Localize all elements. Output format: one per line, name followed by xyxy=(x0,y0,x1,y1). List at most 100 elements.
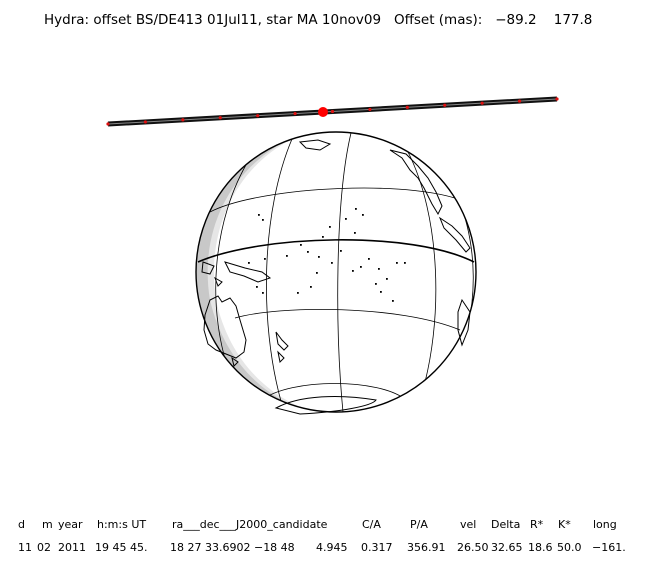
shadow-track xyxy=(106,96,559,127)
value-pa: 356.91 xyxy=(407,541,446,554)
col-header-time: h:m:s UT xyxy=(97,518,147,531)
value-vel: 26.50 xyxy=(457,541,489,554)
occultation-map xyxy=(106,96,559,415)
meridian-3 xyxy=(407,151,437,401)
indonesia-outline xyxy=(201,261,223,287)
value-coords: 18 27 33.6902 −18 48 xyxy=(170,541,295,554)
island-dot xyxy=(322,236,324,238)
equator-line xyxy=(197,239,475,263)
value-time: 19 45 45. xyxy=(95,541,148,554)
new-zealand-outline xyxy=(275,331,289,364)
star-ref: MA 10nov09 xyxy=(296,12,382,28)
col-header-coords: ra___dec___J2000_candidate xyxy=(172,518,328,531)
island-dot xyxy=(256,286,258,288)
island-dot xyxy=(307,251,309,253)
track-dot xyxy=(218,116,222,120)
ephemeris: BS/DE413 xyxy=(135,12,203,28)
island-dot xyxy=(386,278,388,280)
globe-disk xyxy=(196,132,476,412)
value-ca: 0.317 xyxy=(361,541,393,554)
island-dot xyxy=(404,262,406,264)
island-dot xyxy=(375,283,377,285)
island-dot xyxy=(310,286,312,288)
col-header-vel: vel xyxy=(460,518,477,531)
col-header-delta: Delta xyxy=(491,518,521,531)
island-dot xyxy=(340,250,342,252)
header-line: Hydra: offset BS/DE413 01Jul11, star MA … xyxy=(44,12,592,28)
col-header-rstar: R* xyxy=(530,518,544,531)
island-dot xyxy=(262,219,264,221)
island-dot xyxy=(316,272,318,274)
col-header-month: m xyxy=(42,518,53,531)
tasmania-outline xyxy=(231,356,239,367)
north-america-coast xyxy=(389,149,443,216)
value-kstar: 50.0 xyxy=(557,541,582,554)
col-header-kstar: K* xyxy=(558,518,571,531)
island-dot xyxy=(248,262,250,264)
value-magnitude: 4.945 xyxy=(316,541,348,554)
graticule xyxy=(209,132,474,412)
value-month: 02 xyxy=(37,541,51,554)
track-dot xyxy=(181,118,185,122)
track-dot xyxy=(368,107,372,112)
island-dot xyxy=(262,292,264,294)
island-dot xyxy=(286,255,288,257)
meridian-2 xyxy=(266,138,293,406)
island-dot xyxy=(318,256,320,258)
island-dot xyxy=(258,214,260,216)
track-dot xyxy=(555,97,559,101)
arctic-coast xyxy=(298,139,332,151)
parallel-3 xyxy=(261,383,407,401)
col-header-day: d xyxy=(18,518,25,531)
meridian-1 xyxy=(337,132,352,412)
event-date: 01Jul11, xyxy=(207,12,262,28)
island-dot xyxy=(378,268,380,270)
globe xyxy=(195,131,477,415)
value-day: 11 xyxy=(18,541,32,554)
offset-y-value: 177.8 xyxy=(553,12,593,28)
value-rstar: 18.6 xyxy=(528,541,553,554)
globe-outline xyxy=(195,131,477,413)
offset-label: offset xyxy=(93,12,132,28)
track-dot xyxy=(106,122,110,126)
event-point xyxy=(318,107,328,117)
col-header-pa: P/A xyxy=(410,518,428,531)
island-dot xyxy=(396,262,398,264)
island-dot xyxy=(368,258,370,260)
track-dots xyxy=(106,97,559,126)
track-dot xyxy=(293,111,297,116)
track-dot xyxy=(143,120,148,124)
parallel-1 xyxy=(209,187,471,213)
col-header-long: long xyxy=(593,518,617,531)
island-dot xyxy=(392,300,394,302)
island-dot xyxy=(345,218,347,220)
parallel-2 xyxy=(234,309,461,331)
australia-outline xyxy=(203,295,247,359)
island-dot xyxy=(360,266,362,268)
island-dots xyxy=(248,208,406,302)
track-dot xyxy=(517,99,522,103)
central-america-coast xyxy=(438,216,471,253)
value-year: 2011 xyxy=(58,541,86,554)
col-header-ca: C/A xyxy=(362,518,381,531)
island-dot xyxy=(354,232,356,234)
track-dot xyxy=(480,101,484,105)
island-dot xyxy=(264,258,266,260)
star-label: star xyxy=(266,12,293,28)
offset-x-value: −89.2 xyxy=(495,12,537,28)
track-dot xyxy=(443,103,447,107)
island-dot xyxy=(297,292,299,294)
col-header-year: year xyxy=(58,518,83,531)
object-name: Hydra: xyxy=(44,12,90,28)
island-dot xyxy=(300,244,302,246)
offset-mas-label: Offset (mas): xyxy=(393,12,483,28)
track-dot xyxy=(256,114,260,118)
island-dot xyxy=(355,208,357,210)
island-dot xyxy=(352,270,354,272)
new-guinea-outline xyxy=(224,261,272,283)
island-dot xyxy=(329,226,331,228)
island-dot xyxy=(331,262,333,264)
island-dot xyxy=(362,214,364,216)
value-delta: 32.65 xyxy=(491,541,523,554)
value-long: −161. xyxy=(592,541,626,554)
